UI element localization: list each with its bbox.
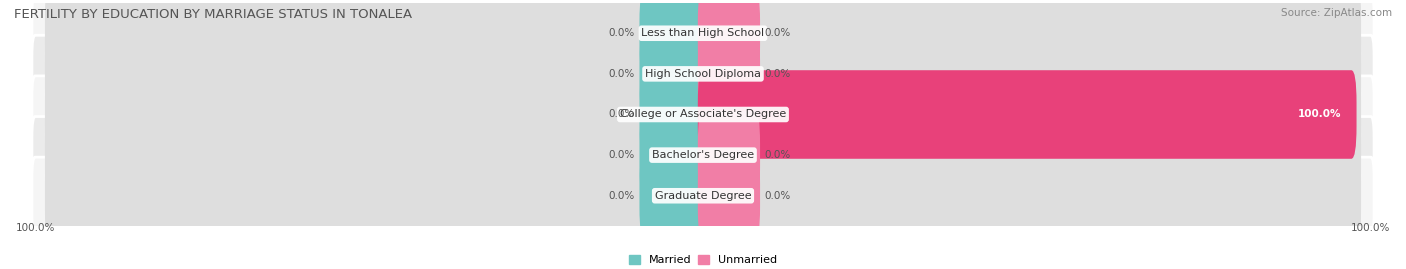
- FancyBboxPatch shape: [640, 111, 709, 199]
- Text: Bachelor's Degree: Bachelor's Degree: [652, 150, 754, 160]
- Text: Graduate Degree: Graduate Degree: [655, 191, 751, 201]
- Text: 0.0%: 0.0%: [765, 28, 790, 38]
- Text: 0.0%: 0.0%: [609, 191, 636, 201]
- FancyBboxPatch shape: [697, 151, 761, 240]
- FancyBboxPatch shape: [640, 0, 709, 77]
- Text: 0.0%: 0.0%: [609, 150, 636, 160]
- Text: 100.0%: 100.0%: [1351, 223, 1391, 233]
- FancyBboxPatch shape: [32, 35, 1374, 112]
- Text: 0.0%: 0.0%: [765, 150, 790, 160]
- FancyBboxPatch shape: [32, 76, 1374, 153]
- Text: High School Diploma: High School Diploma: [645, 69, 761, 79]
- Text: 100.0%: 100.0%: [15, 223, 55, 233]
- Text: College or Associate's Degree: College or Associate's Degree: [620, 109, 786, 119]
- Text: 0.0%: 0.0%: [765, 69, 790, 79]
- FancyBboxPatch shape: [697, 0, 761, 77]
- FancyBboxPatch shape: [45, 42, 1361, 187]
- FancyBboxPatch shape: [697, 111, 761, 199]
- FancyBboxPatch shape: [45, 0, 1361, 106]
- FancyBboxPatch shape: [45, 123, 1361, 268]
- Text: 0.0%: 0.0%: [765, 191, 790, 201]
- FancyBboxPatch shape: [640, 70, 709, 159]
- FancyBboxPatch shape: [640, 30, 709, 118]
- Text: 0.0%: 0.0%: [609, 28, 636, 38]
- Legend: Married, Unmarried: Married, Unmarried: [624, 250, 782, 269]
- Text: Less than High School: Less than High School: [641, 28, 765, 38]
- FancyBboxPatch shape: [45, 1, 1361, 147]
- FancyBboxPatch shape: [640, 151, 709, 240]
- Text: 0.0%: 0.0%: [609, 69, 636, 79]
- FancyBboxPatch shape: [32, 116, 1374, 194]
- FancyBboxPatch shape: [697, 70, 1357, 159]
- FancyBboxPatch shape: [697, 30, 761, 118]
- FancyBboxPatch shape: [32, 157, 1374, 234]
- Text: Source: ZipAtlas.com: Source: ZipAtlas.com: [1281, 8, 1392, 18]
- Text: FERTILITY BY EDUCATION BY MARRIAGE STATUS IN TONALEA: FERTILITY BY EDUCATION BY MARRIAGE STATU…: [14, 8, 412, 21]
- FancyBboxPatch shape: [45, 82, 1361, 228]
- Text: 0.0%: 0.0%: [609, 109, 636, 119]
- FancyBboxPatch shape: [32, 0, 1374, 72]
- Text: 100.0%: 100.0%: [1298, 109, 1341, 119]
